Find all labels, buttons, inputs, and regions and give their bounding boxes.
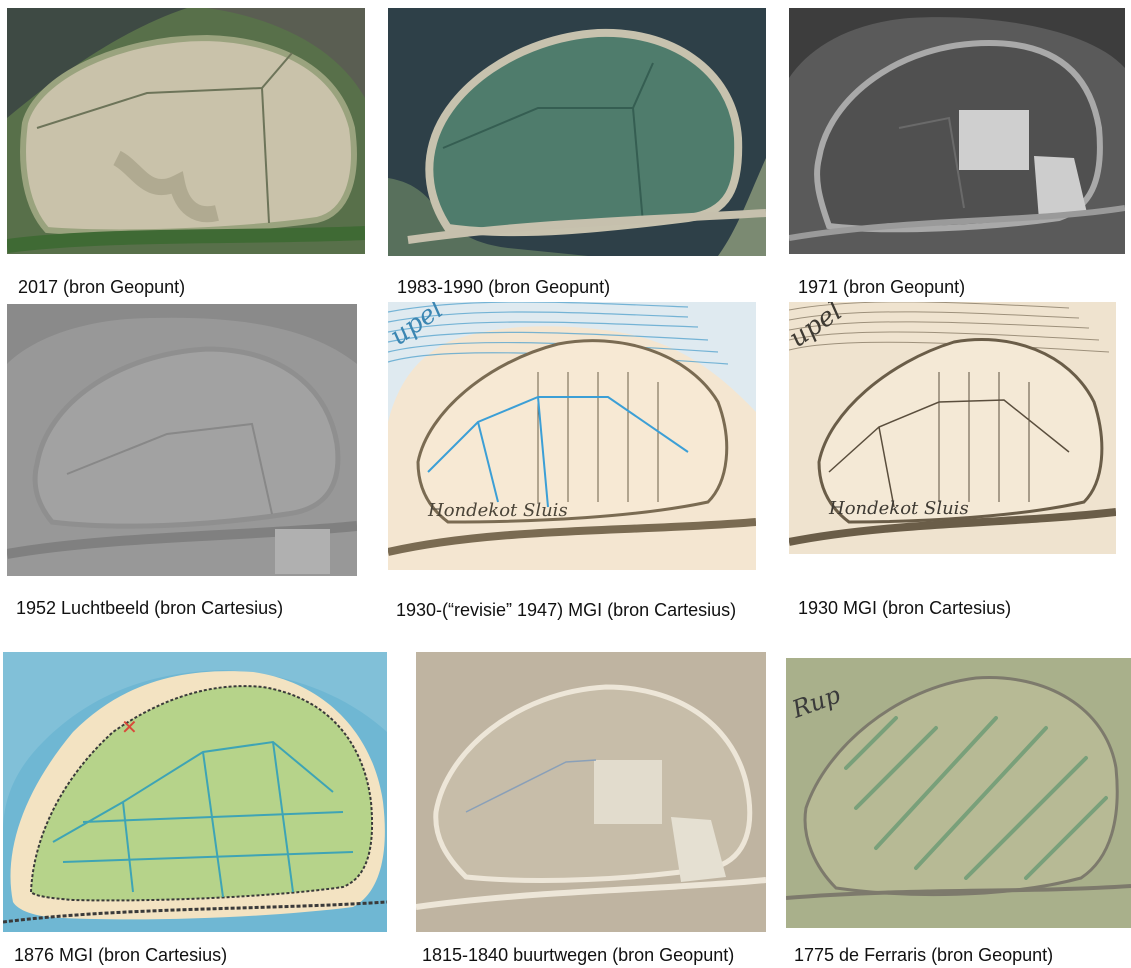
- caption-1952: 1952 Luchtbeeld (bron Cartesius): [16, 598, 284, 618]
- red-cross-marker-icon: ✕: [121, 715, 138, 739]
- hondekot-sluis-label: Hondekot Sluis: [427, 500, 568, 521]
- map-1815-1840-buurtwegen-image: [416, 652, 766, 932]
- map-1930-revisie-1947-image: upel Hondekot Sluis: [388, 302, 756, 570]
- caption-1930-revisie-1947: 1930-(“revisie” 1947) MGI (bron Cartesiu…: [396, 600, 737, 620]
- map-1775-de-ferraris-image: Rup: [786, 658, 1131, 928]
- caption-1971: 1971 (bron Geopunt): [798, 277, 966, 297]
- aerial-1983-1990-image: [388, 8, 766, 256]
- caption-1876: 1876 MGI (bron Cartesius): [14, 945, 228, 965]
- map-1930-mgi-image: upel Hondekot Sluis: [789, 302, 1116, 554]
- aerial-2017-image: [7, 8, 365, 254]
- aerial-1971-image: [789, 8, 1125, 254]
- caption-2017: 2017 (bron Geopunt): [18, 277, 186, 297]
- caption-1983-1990: 1983-1990 (bron Geopunt): [397, 277, 611, 297]
- caption-1815-1840: 1815-1840 buurtwegen (bron Geopunt): [422, 945, 735, 965]
- aerial-1952-image: [7, 304, 357, 576]
- map-1876-mgi-image: ✕: [3, 652, 387, 932]
- caption-1930-mgi: 1930 MGI (bron Cartesius): [798, 598, 1012, 618]
- caption-1775: 1775 de Ferraris (bron Geopunt): [794, 945, 1054, 965]
- hondekot-sluis-label: Hondekot Sluis: [828, 498, 969, 519]
